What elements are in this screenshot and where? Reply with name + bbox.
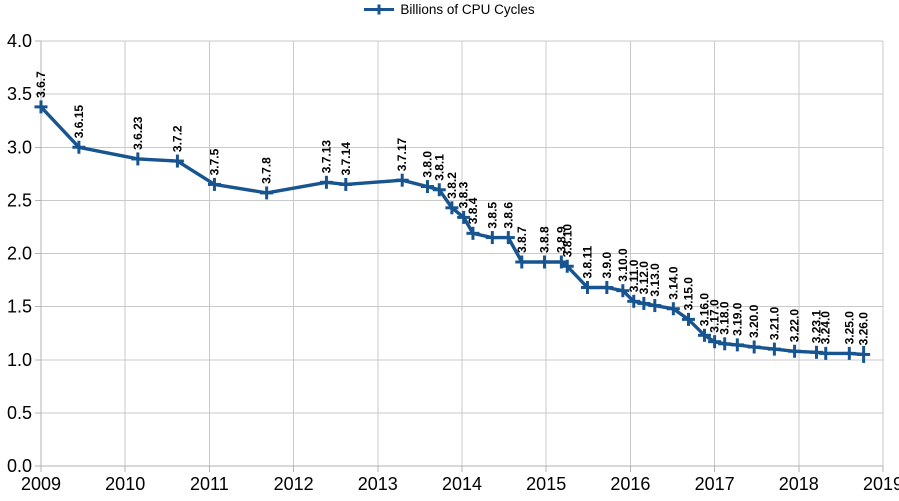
data-point-label: 3.17.0: [708, 299, 722, 333]
data-point-label: 3.8.3: [457, 181, 471, 208]
y-axis-tick-label: 2.5: [7, 190, 32, 210]
data-point-label: 3.13.0: [648, 263, 662, 297]
data-point-label: 3.6.7: [34, 71, 48, 98]
y-axis-tick-label: 1.5: [7, 297, 32, 317]
data-point-label: 3.8.4: [466, 197, 480, 224]
data-point-label: 3.15.0: [682, 277, 696, 311]
data-point-label: 3.7.5: [208, 148, 222, 175]
data-point-label: 3.7.8: [260, 157, 274, 184]
y-axis-tick-label: 0.0: [7, 456, 32, 476]
x-axis-tick-label: 2014: [442, 474, 482, 494]
x-axis-tick-label: 2009: [21, 474, 61, 494]
data-point-label: 3.8.6: [501, 202, 515, 229]
y-axis-tick-label: 3.5: [7, 84, 32, 104]
y-axis-tick-label: 1.0: [7, 350, 32, 370]
data-point-label: 3.8.11: [581, 245, 595, 278]
y-axis-tick-label: 3.0: [7, 137, 32, 157]
data-point-label: 3.8.9: [554, 226, 568, 253]
data-point-label: 3.7.14: [339, 142, 353, 176]
legend-series-label: Billions of CPU Cycles: [400, 2, 535, 17]
data-point-label: 3.8.2: [445, 172, 459, 199]
x-axis-tick-label: 2015: [526, 474, 566, 494]
x-axis-tick-label: 2011: [190, 474, 229, 494]
data-point-label: 3.6.23: [131, 116, 145, 150]
x-axis-tick-label: 2017: [695, 474, 735, 494]
data-point-label: 3.8.0: [421, 151, 435, 178]
data-point-label: 3.8.8: [538, 226, 552, 253]
data-point-label: 3.6.15: [72, 105, 86, 139]
data-point-label: 3.16.0: [698, 293, 712, 327]
x-axis-tick-label: 2018: [779, 474, 819, 494]
data-point-label: 3.10.0: [616, 248, 630, 282]
data-point-label: 3.22.0: [788, 309, 802, 343]
y-axis-tick-label: 0.5: [7, 403, 32, 423]
data-point-label: 3.7.13: [319, 140, 333, 174]
x-axis-tick-label: 2010: [105, 474, 145, 494]
data-point-label: 3.20.0: [747, 304, 761, 338]
data-point-label: 3.12.0: [637, 261, 651, 295]
data-point-label: 3.8.10: [560, 224, 574, 258]
data-point-label: 3.14.0: [666, 266, 680, 300]
chart-legend: Billions of CPU Cycles: [0, 2, 899, 17]
data-point-label: 3.8.7: [515, 226, 529, 253]
data-point-label: 3.11.0: [627, 259, 641, 292]
data-point-label: 3.18.0: [718, 301, 732, 335]
data-point-label: 3.25.0: [842, 311, 856, 345]
data-point-label: 3.26.0: [857, 312, 871, 346]
x-axis-tick-label: 2019: [863, 474, 899, 494]
data-point-label: 3.23.1: [810, 310, 824, 344]
data-point-label: 3.8.1: [432, 154, 446, 181]
x-axis-tick-label: 2013: [358, 474, 398, 494]
data-point-label: 3.7.2: [170, 125, 184, 152]
data-point-label: 3.9.0: [600, 251, 614, 278]
y-axis-tick-label: 4.0: [7, 31, 32, 51]
y-axis-tick-label: 2.0: [7, 244, 32, 264]
data-point-label: 3.24.0: [819, 311, 833, 345]
data-point-label: 3.21.0: [767, 306, 781, 340]
data-point-label: 3.8.5: [485, 202, 499, 229]
x-axis-tick-label: 2016: [610, 474, 650, 494]
series-line-plus-marker-icon: [364, 3, 395, 16]
data-point-label: 3.7.17: [395, 138, 409, 172]
data-point-label: 3.19.0: [730, 302, 744, 336]
x-axis-tick-label: 2012: [274, 474, 314, 494]
